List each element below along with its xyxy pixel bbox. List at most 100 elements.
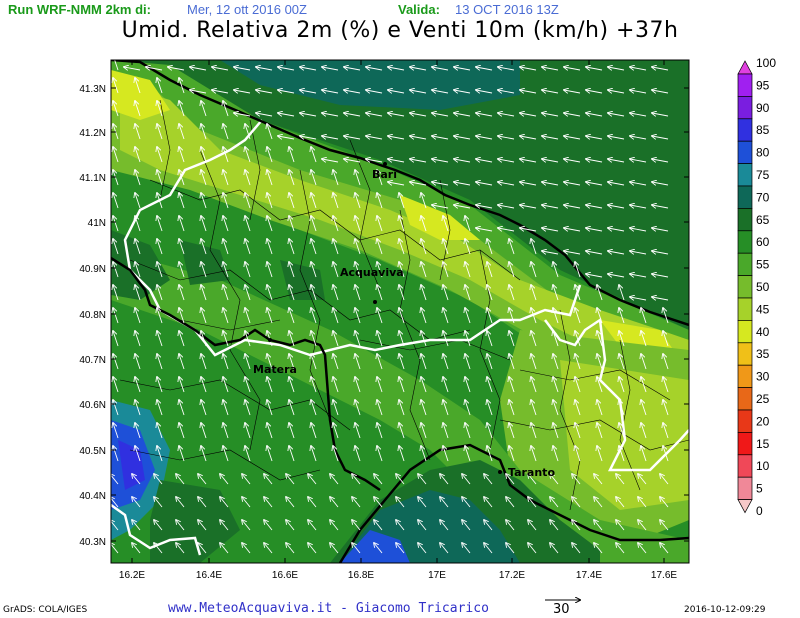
wind-vector <box>550 520 559 531</box>
grads-credit: GrADS: COLA/IGES <box>3 605 88 615</box>
wind-vector <box>630 90 647 93</box>
wind-vector <box>564 113 581 116</box>
wind-vector <box>520 113 537 116</box>
wind-vector <box>399 446 405 462</box>
colorbar-segment <box>737 73 753 97</box>
wind-vector <box>594 474 603 485</box>
wind-vector <box>286 543 295 554</box>
wind-vector <box>344 67 361 70</box>
wind-vector <box>564 228 581 231</box>
wind-vector <box>220 474 229 485</box>
wind-vector <box>542 228 559 231</box>
wind-vector <box>586 113 603 116</box>
wind-vector <box>289 377 295 393</box>
wind-vector <box>377 239 383 255</box>
colorbar-segment <box>737 96 753 120</box>
wind-vector <box>418 474 427 485</box>
wind-vector <box>520 136 537 139</box>
wind-vector <box>575 285 581 301</box>
wind-vector <box>330 474 339 485</box>
wind-vector <box>311 193 317 209</box>
colorbar-label: 5 <box>756 482 763 496</box>
map-title: Umid. Relativa 2m (%) e Venti 10m (km/h)… <box>121 18 679 43</box>
wind-vector <box>135 377 141 393</box>
lat-tick: 40.8N <box>79 310 106 321</box>
wind-vector <box>553 400 559 416</box>
colorbar-segment <box>737 364 753 388</box>
wind-vector <box>352 520 361 531</box>
wind-vector <box>462 474 471 485</box>
wind-vector <box>355 331 361 347</box>
wind-vector <box>487 423 493 439</box>
lon-tick-marks <box>131 60 665 563</box>
wind-vector <box>212 90 229 93</box>
city-marker <box>373 300 377 304</box>
wind-vector <box>399 377 405 393</box>
wind-vector <box>663 308 669 324</box>
wind-vector <box>157 285 163 301</box>
wind-vector <box>597 446 603 462</box>
wind-vector <box>388 159 405 162</box>
wind-vector <box>267 147 273 163</box>
wind-vector <box>242 520 251 531</box>
wind-vector <box>641 400 647 416</box>
wind-vector <box>220 543 229 554</box>
wind-vector <box>157 193 163 209</box>
wind-vector <box>366 136 383 139</box>
wind-vector <box>410 182 427 185</box>
wind-vector <box>242 543 251 554</box>
wind-vector <box>355 446 361 462</box>
wind-vector <box>157 331 163 347</box>
wind-vector <box>179 216 185 232</box>
colorbar-segment <box>737 342 753 366</box>
wind-vector <box>663 446 669 462</box>
colorbar-segment <box>737 432 753 456</box>
wind-vector <box>638 497 647 508</box>
wind-vector <box>267 262 273 278</box>
colorbar-label: 90 <box>756 101 770 115</box>
wind-vector <box>616 520 625 531</box>
wind-vector <box>344 113 361 116</box>
lat-tick: 40.5N <box>79 446 106 457</box>
wind-vector <box>176 497 185 508</box>
lon-tick: 17.2E <box>499 570 525 581</box>
wind-vector <box>264 474 273 485</box>
wind-vector <box>572 497 581 508</box>
wind-vector <box>355 170 361 186</box>
colorbar: 1009590858075706560555045403530252015105… <box>737 56 776 518</box>
wind-vector <box>113 193 119 209</box>
wind-vector <box>179 423 185 439</box>
lat-tick: 41N <box>88 218 106 229</box>
wind-vector <box>135 308 141 324</box>
wind-vector <box>410 136 427 139</box>
wind-vector <box>245 354 251 370</box>
wind-vector <box>176 474 185 485</box>
colorbar-segment <box>737 409 753 433</box>
wind-vector <box>608 228 625 231</box>
wind-vector <box>487 285 493 301</box>
wind-vector <box>484 520 493 531</box>
wind-vector <box>608 274 625 277</box>
wind-vector <box>267 285 273 301</box>
colorbar-label: 70 <box>756 190 770 204</box>
wind-vector <box>311 216 317 232</box>
colorbar-label: 95 <box>756 78 770 92</box>
wind-vector <box>476 205 493 208</box>
wind-vector <box>300 136 317 139</box>
wind-vector <box>201 262 207 278</box>
wind-vector <box>476 228 493 231</box>
wind-vector <box>377 446 383 462</box>
wind-vector <box>157 124 163 140</box>
wind-vector <box>586 90 603 93</box>
wind-vector <box>201 446 207 462</box>
wind-vector <box>509 239 515 255</box>
wind-vector <box>542 205 559 208</box>
wind-vector <box>553 262 559 278</box>
wind-vector <box>135 147 141 163</box>
wind-vector <box>256 113 273 116</box>
wind-vector <box>245 170 251 186</box>
wind-vector <box>652 90 669 93</box>
wind-vector <box>333 354 339 370</box>
wind-vector <box>542 113 559 116</box>
wind-vector <box>465 308 471 324</box>
